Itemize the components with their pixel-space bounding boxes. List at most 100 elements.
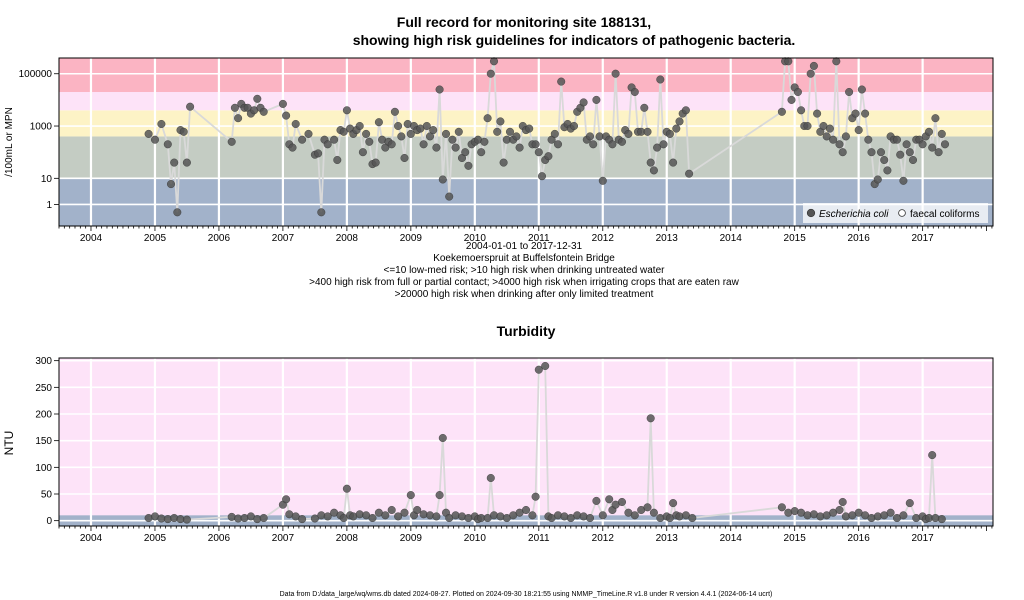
data-point xyxy=(304,129,313,138)
data-point xyxy=(899,176,908,185)
data-point xyxy=(368,514,377,523)
data-point xyxy=(448,135,457,144)
x-tick-label: 2010 xyxy=(464,233,487,244)
data-point xyxy=(630,511,639,520)
data-point xyxy=(777,107,786,116)
data-point xyxy=(422,121,431,130)
data-point xyxy=(893,135,902,144)
data-point xyxy=(902,140,911,149)
data-point xyxy=(864,135,873,144)
data-point xyxy=(496,117,505,126)
data-point xyxy=(365,137,374,146)
data-point xyxy=(298,515,307,524)
bottom-y-axis: 0 50 100 150 200 250 300 xyxy=(35,356,59,527)
data-point xyxy=(611,69,620,78)
data-point xyxy=(873,175,882,184)
data-point xyxy=(477,148,486,157)
data-point xyxy=(681,106,690,115)
data-point xyxy=(809,61,818,70)
data-point xyxy=(278,99,287,108)
x-tick-label: 2005 xyxy=(144,233,167,244)
footer-note: Data from D:/data_large/wq/wms.db dated … xyxy=(280,591,773,598)
data-point xyxy=(253,94,262,103)
legend-fc-marker xyxy=(898,209,906,217)
data-point xyxy=(144,129,153,138)
data-point xyxy=(653,143,662,152)
data-point xyxy=(259,514,268,523)
data-point xyxy=(672,124,681,133)
top-title-line2: showing high risk guidelines for indicat… xyxy=(353,32,796,48)
data-point xyxy=(317,208,326,217)
risk-bands xyxy=(59,58,993,226)
data-point xyxy=(592,496,601,505)
data-point xyxy=(170,158,179,167)
data-point xyxy=(387,140,396,149)
data-point xyxy=(659,140,668,149)
data-point xyxy=(400,508,409,517)
data-point xyxy=(586,514,595,523)
data-point xyxy=(406,491,415,500)
data-point xyxy=(822,132,831,141)
data-point xyxy=(854,126,863,135)
data-point xyxy=(362,129,371,138)
band-treatment-risk xyxy=(59,58,993,93)
data-point xyxy=(413,506,422,515)
legend-ecoli-marker xyxy=(806,208,816,218)
data-point xyxy=(598,511,607,520)
data-point xyxy=(390,107,399,116)
data-point xyxy=(342,484,351,493)
turbidity-series-points xyxy=(144,362,946,524)
data-point xyxy=(310,514,319,523)
data-point xyxy=(618,498,627,507)
bottom-y-label: NTU xyxy=(2,431,16,456)
data-point xyxy=(579,98,588,107)
data-point xyxy=(618,137,627,146)
data-point xyxy=(499,158,508,167)
x-tick-label: 2004 xyxy=(80,233,103,244)
data-point xyxy=(438,175,447,184)
data-point xyxy=(400,153,409,162)
data-point xyxy=(928,143,937,152)
data-point xyxy=(451,143,460,152)
data-point xyxy=(534,365,543,374)
data-point xyxy=(522,506,531,515)
data-point xyxy=(784,57,793,66)
data-point xyxy=(832,57,841,66)
data-point xyxy=(589,140,598,149)
caption-risk-2: >400 high risk from full or partial cont… xyxy=(309,277,739,288)
data-point xyxy=(461,148,470,157)
x-tick-label: 2007 xyxy=(272,233,295,244)
data-point xyxy=(838,498,847,507)
data-point xyxy=(777,503,786,512)
data-point xyxy=(464,161,473,170)
x-tick-label: 2014 xyxy=(720,233,743,244)
data-point xyxy=(608,140,617,149)
data-point xyxy=(394,121,403,130)
data-point xyxy=(333,155,342,164)
x-tick-label: 2012 xyxy=(592,533,615,544)
x-tick-label: 2013 xyxy=(656,533,679,544)
data-point xyxy=(857,85,866,94)
data-point xyxy=(480,137,489,146)
y-tick-label: 300 xyxy=(35,356,52,367)
data-point xyxy=(685,169,694,178)
data-point xyxy=(182,515,191,524)
data-point xyxy=(931,114,940,123)
data-point xyxy=(941,140,950,149)
data-point xyxy=(282,111,291,120)
data-point xyxy=(531,140,540,149)
data-point xyxy=(387,506,396,515)
x-tick-label: 2009 xyxy=(400,233,423,244)
data-point xyxy=(886,508,895,517)
data-point xyxy=(394,512,403,521)
data-point xyxy=(355,121,364,130)
data-point xyxy=(829,135,838,144)
x-tick-label: 2006 xyxy=(208,233,231,244)
x-tick-label: 2015 xyxy=(784,533,807,544)
data-point xyxy=(227,137,236,146)
data-point xyxy=(835,140,844,149)
data-point xyxy=(157,119,166,128)
data-point xyxy=(928,451,937,460)
x-tick-label: 2004 xyxy=(80,533,103,544)
data-point xyxy=(656,75,665,84)
